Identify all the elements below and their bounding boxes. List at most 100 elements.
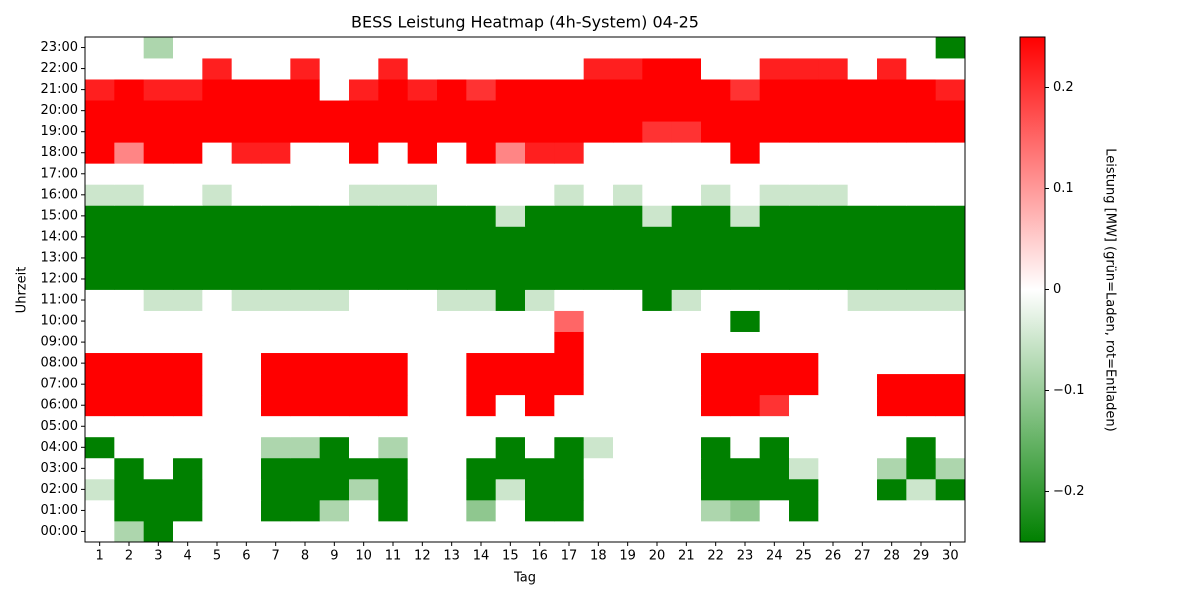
y-tick-label: 15:00 [41,208,78,223]
heatmap-cell [319,352,350,375]
heatmap-cell [437,100,467,122]
heatmap-cell [290,415,321,438]
heatmap-cell [437,499,467,522]
heatmap-cell [701,499,731,522]
heatmap-cell [935,520,966,543]
heatmap-cell [613,226,643,248]
heatmap-cell [701,268,731,290]
heatmap-cell [525,268,555,290]
heatmap-cell [378,121,409,143]
heatmap-cell [818,520,849,543]
heatmap-cell [173,58,203,80]
heatmap-cell [877,163,907,185]
heatmap-cell [847,58,878,80]
x-tick-label: 15 [502,549,519,564]
heatmap-cell [173,310,203,332]
x-tick-label: 27 [854,549,871,564]
heatmap-cell [349,478,379,501]
heatmap-cell [319,205,350,227]
heatmap-cell [437,142,467,164]
heatmap-cell [642,289,673,311]
heatmap-cell [466,142,497,164]
heatmap-cell [173,100,203,122]
heatmap-cell [85,478,115,501]
heatmap-cell [906,205,937,227]
heatmap-cell [319,478,350,501]
y-tick-label: 09:00 [41,335,78,350]
heatmap-cell [466,373,497,396]
heatmap-cell [407,100,438,122]
heatmap-cell [583,415,614,438]
heatmap-cell [583,457,614,480]
heatmap-cell [495,352,526,375]
heatmap-cell [202,373,233,396]
heatmap-cell [378,79,409,101]
heatmap-cell [319,436,350,459]
heatmap-cell [231,520,262,543]
heatmap-cell [231,289,262,311]
heatmap-cell [671,499,702,522]
heatmap-cell [671,373,702,396]
heatmap-cell [202,163,233,185]
heatmap-cell [261,58,291,80]
heatmap-cell [349,394,379,417]
heatmap-cell [525,478,555,501]
heatmap-cell [407,499,438,522]
heatmap-cell [466,352,497,375]
heatmap-cell [906,373,937,396]
heatmap-cell [261,205,291,227]
heatmap-cell [583,58,614,80]
heatmap-cell [319,373,350,396]
heatmap-cell [85,247,115,269]
colorbar-tick-label: 0.1 [1053,181,1074,196]
heatmap-cell [642,226,673,248]
heatmap-cell [349,352,379,375]
heatmap-cell [877,331,907,354]
heatmap-cell [877,520,907,543]
heatmap-cell [173,520,203,543]
heatmap-cell [378,142,409,164]
heatmap-cell [525,163,555,185]
heatmap-cell [789,79,819,101]
heatmap-cell [877,394,907,417]
heatmap-cell [231,310,262,332]
heatmap-cell [701,331,731,354]
heatmap-cell [847,415,878,438]
colorbar [1019,36,1046,543]
heatmap-cell [85,121,115,143]
heatmap-cell [173,226,203,248]
colorbar-tick-label: 0 [1053,282,1061,297]
heatmap-cell [85,100,115,122]
heatmap-cell [319,37,350,59]
heatmap-cell [349,37,379,59]
heatmap-cell [877,121,907,143]
heatmap-cell [143,373,174,396]
heatmap-cell [935,247,966,269]
heatmap-cell [231,37,262,59]
heatmap-cell [231,100,262,122]
x-tick-label: 9 [330,549,338,564]
heatmap-cell [789,352,819,375]
heatmap-cell [554,247,585,269]
heatmap-cell [525,394,555,417]
heatmap-cell [319,289,350,311]
x-tick-label: 11 [385,549,402,564]
heatmap-cell [847,79,878,101]
heatmap-cell [847,205,878,227]
heatmap-cell [495,520,526,543]
heatmap-cell [935,58,966,80]
heatmap-cell [437,457,467,480]
heatmap-cell [466,163,497,185]
heatmap-cell [319,184,350,206]
heatmap-cell [554,520,585,543]
heatmap-cell [290,247,321,269]
heatmap-cell [173,352,203,375]
heatmap-cell [759,184,790,206]
heatmap-cell [935,226,966,248]
heatmap-cell [290,457,321,480]
heatmap-cell [554,163,585,185]
heatmap-cell [261,121,291,143]
x-tick-label: 13 [443,549,460,564]
heatmap-cell [730,58,761,80]
heatmap-cell [877,268,907,290]
